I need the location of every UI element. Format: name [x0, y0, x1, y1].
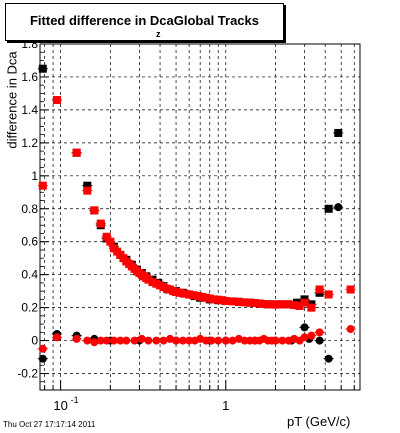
- data-point: [324, 204, 333, 213]
- y-tick-label: 0: [31, 334, 38, 348]
- data-point: [189, 291, 198, 300]
- data-point: [278, 336, 287, 345]
- data-point: [178, 336, 187, 345]
- data-point: [172, 336, 181, 345]
- data-point: [180, 289, 189, 298]
- data-point: [346, 285, 355, 294]
- data-point: [72, 334, 81, 343]
- data-point: [185, 336, 194, 345]
- title-main: Fitted difference in Dca: [29, 13, 174, 28]
- title-subscript: z: [156, 29, 161, 39]
- data-point: [152, 336, 161, 345]
- data-point: [234, 297, 243, 306]
- y-tick-label: 0.8: [21, 202, 38, 216]
- x-tick-label: 10: [53, 398, 67, 413]
- data-point: [284, 300, 293, 309]
- data-point: [324, 290, 333, 299]
- data-point: [52, 333, 61, 342]
- data-point: [109, 336, 118, 345]
- title-box: Fitted difference in DcaGlobal Tracks z: [5, 3, 284, 41]
- x-axis-label: pT (GeV/c): [287, 414, 351, 429]
- data-point: [96, 336, 105, 345]
- data-point: [214, 336, 223, 345]
- data-point: [116, 336, 125, 345]
- data-point: [205, 294, 214, 303]
- y-tick-label: 0.4: [21, 268, 38, 282]
- data-point: [307, 331, 316, 340]
- data-point: [38, 344, 47, 353]
- data-point: [130, 336, 139, 345]
- data-point: [278, 300, 287, 309]
- data-point: [315, 336, 324, 345]
- y-tick-label: 1.6: [21, 70, 38, 84]
- data-point: [315, 328, 324, 337]
- data-point: [207, 336, 216, 345]
- data-point: [324, 354, 333, 363]
- data-point: [102, 232, 111, 241]
- chart-title: Fitted difference in DcaGlobal Tracks: [6, 13, 283, 28]
- data-point: [221, 297, 230, 306]
- y-tick-label: 1.4: [21, 103, 38, 117]
- data-point: [315, 285, 324, 294]
- data-point: [122, 336, 131, 345]
- x-tick-label: 1: [222, 398, 229, 413]
- series-0: [37, 64, 344, 309]
- data-point: [72, 148, 81, 157]
- data-points: [37, 64, 356, 363]
- y-tick-label: 0.6: [21, 235, 38, 249]
- y-axis-label: difference in Dca: [4, 51, 20, 149]
- data-point: [334, 128, 343, 137]
- data-point: [334, 203, 343, 212]
- data-point: [307, 303, 316, 312]
- data-point: [83, 336, 92, 345]
- data-point: [290, 301, 299, 310]
- data-point: [83, 181, 92, 190]
- series-2: [37, 96, 356, 312]
- data-point: [96, 219, 105, 228]
- y-tick-label: 1.2: [21, 136, 38, 150]
- y-tick-label: 0.2: [21, 301, 38, 315]
- x-tick-exponent: -1: [71, 395, 79, 405]
- timestamp: Thu Oct 27 17:17:14 2011: [3, 420, 96, 429]
- data-point: [221, 336, 230, 345]
- data-point: [106, 237, 115, 246]
- title-suffix: Global Tracks: [173, 13, 259, 28]
- series-3: [37, 325, 356, 353]
- data-point: [38, 181, 47, 190]
- y-tick-label: -0.2: [17, 367, 38, 381]
- data-point: [300, 298, 309, 307]
- data-point: [90, 206, 99, 215]
- data-point: [144, 336, 153, 345]
- data-point: [144, 275, 153, 284]
- y-tick-label: 1: [31, 169, 38, 183]
- data-point: [52, 96, 61, 105]
- data-point: [228, 297, 237, 306]
- data-point: [83, 186, 92, 195]
- data-point: [271, 336, 280, 345]
- axis-ticks: -0.200.20.40.60.811.21.41.61.810 -1 1: [17, 37, 355, 413]
- data-point: [172, 287, 181, 296]
- data-point: [346, 325, 355, 334]
- data-point: [102, 336, 111, 345]
- data-point: [185, 290, 194, 299]
- data-point: [194, 292, 203, 301]
- data-point: [240, 298, 249, 307]
- data-point: [295, 301, 304, 310]
- data-point: [38, 64, 47, 73]
- data-point: [38, 354, 47, 363]
- data-point: [271, 300, 280, 309]
- data-point: [300, 323, 309, 332]
- data-point: [300, 333, 309, 342]
